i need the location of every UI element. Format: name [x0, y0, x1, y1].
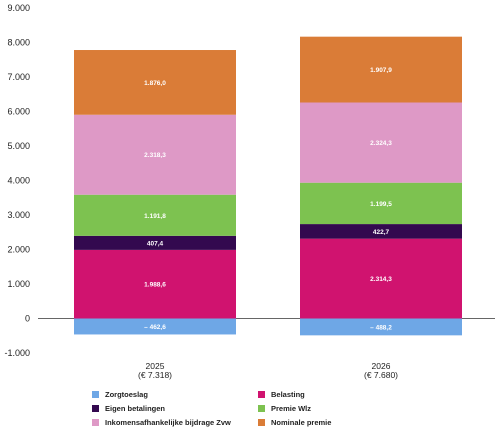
bar-segment: [300, 182, 462, 225]
data-label: 2.314,3: [370, 276, 392, 283]
bar-segment: [74, 50, 236, 115]
y-tick-label: 7.000: [7, 72, 30, 82]
y-tick-label: 0: [25, 314, 30, 324]
data-label: 1.876,0: [144, 80, 166, 87]
label-layer: – 462,6 1.988,6 407,4 1.191,8 2.318,3 1.876,0…: [144, 67, 392, 331]
category-sublabel: (€ 7.680): [364, 370, 398, 380]
data-label: 407,4: [147, 240, 164, 247]
bar-segment: [300, 102, 462, 183]
y-tick-label: 4.000: [7, 176, 30, 186]
bar-segment: [300, 318, 462, 336]
bar-segment: [300, 36, 462, 103]
data-label: – 462,6: [144, 324, 166, 331]
bar-segment: [74, 194, 236, 236]
category-label: 2026: [372, 361, 391, 371]
data-label: 1.199,5: [370, 201, 392, 208]
y-tick-label: 3.000: [7, 210, 30, 220]
y-tick-label: 9.000: [7, 3, 30, 13]
bar-segment: [74, 318, 236, 335]
y-tick-label: 8.000: [7, 38, 30, 48]
y-tick-label: 5.000: [7, 141, 30, 151]
bar-segment: [74, 114, 236, 195]
data-label: 1.988,6: [144, 282, 166, 289]
y-tick-label: 2.000: [7, 245, 30, 255]
y-tick-label: 6.000: [7, 107, 30, 117]
y-tick-label: -1.000: [4, 348, 30, 358]
category-sublabel: (€ 7.318): [138, 370, 172, 380]
bar-segment: [74, 249, 236, 319]
data-label: 422,7: [373, 229, 390, 236]
bar-layer: [74, 36, 462, 336]
data-label: 2.324,3: [370, 140, 392, 147]
data-label: 1.907,9: [370, 67, 392, 74]
data-label: – 488,2: [370, 324, 392, 331]
bar-segment: [74, 235, 236, 250]
data-label: 1.191,8: [144, 213, 166, 220]
bar-segment: [300, 224, 462, 239]
y-tick-label: 1.000: [7, 279, 30, 289]
category-label: 2025: [146, 361, 165, 371]
bar-segment: [300, 238, 462, 319]
data-label: 2.318,3: [144, 152, 166, 159]
